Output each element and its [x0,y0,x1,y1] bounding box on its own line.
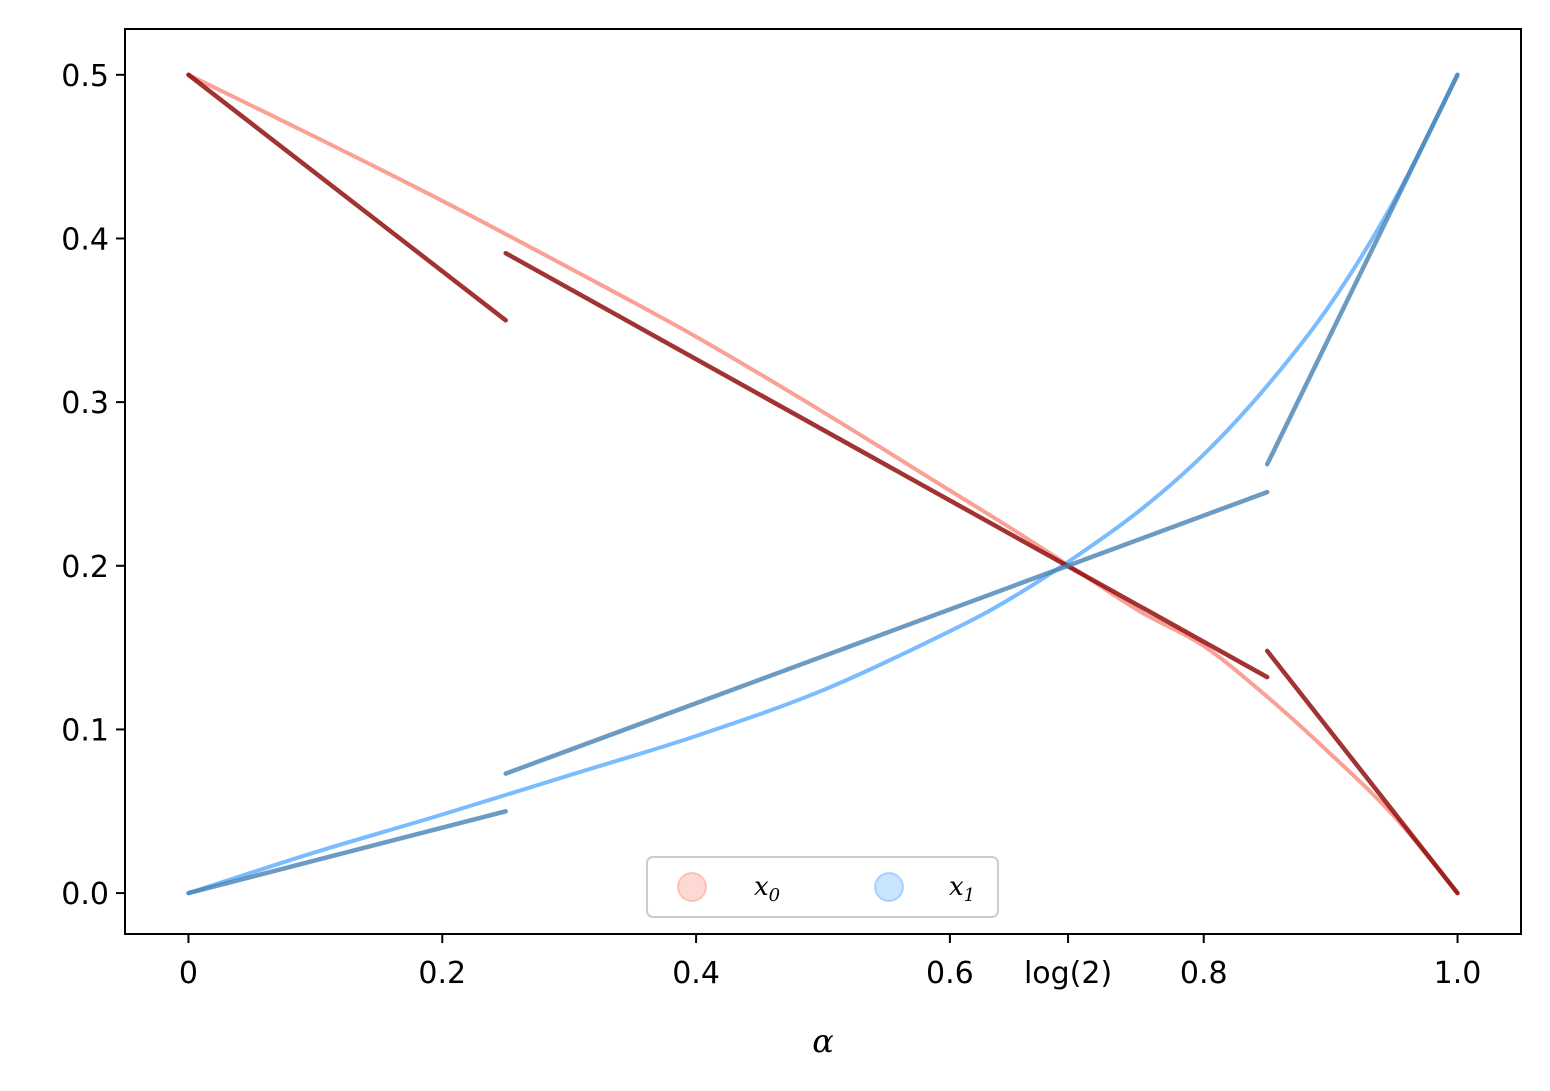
legend-box [646,856,999,918]
series-line-x0-curve [186,72,1460,896]
series-segment-x0-3 [1264,648,1460,896]
series-segment-x0-1 [186,72,508,323]
series-segment-x0-2 [503,250,1270,680]
series-segment-x1-2 [503,489,1270,776]
x-tick-label: 0 [179,956,198,991]
x-axis: 0 0.2 0.4 0.6 log(2) 0.8 1.0 [179,934,1481,991]
x-tick-label: 0.8 [1180,956,1228,991]
y-tick-label: 0.2 [61,550,109,585]
legend: x0 x1 [646,856,999,918]
legend-marker-x1 [874,872,904,902]
series-segment-x1-3 [1264,72,1460,467]
x-axis-label: α [812,1022,834,1060]
legend-label-x0: x0 [754,872,780,906]
plot-frame [124,28,1522,935]
series-line-x1-curve [186,72,1460,896]
y-tick-label: 0.1 [61,713,109,748]
y-tick-label: 0.4 [61,222,109,257]
x-tick-label: 0.6 [926,956,974,991]
x-tick-label: log(2) [1024,956,1112,991]
y-tick-label: 0.0 [61,877,109,912]
y-tick-label: 0.5 [61,59,109,94]
legend-label-x1: x1 [949,872,975,906]
y-tick-label: 0.3 [61,386,109,421]
x-tick-label: 0.4 [672,956,720,991]
series-segment-x1-1 [186,809,508,896]
x-tick-label: 0.2 [418,956,466,991]
plot-content [186,72,1460,896]
y-axis: 0.0 0.1 0.2 0.3 0.4 0.5 [61,59,125,912]
legend-marker-x0 [677,872,707,902]
x-tick-label: 1.0 [1434,956,1482,991]
